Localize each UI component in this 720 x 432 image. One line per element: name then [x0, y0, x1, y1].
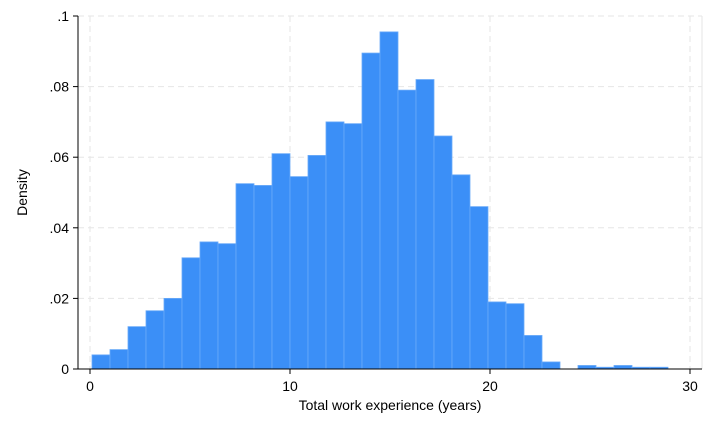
histogram-bar	[325, 121, 345, 370]
histogram-bar	[217, 243, 237, 370]
y-tick-label: 0	[61, 361, 69, 377]
histogram-bar	[343, 123, 363, 370]
histogram-bar	[307, 155, 327, 370]
histogram-bar	[379, 31, 399, 370]
histogram-bar	[577, 365, 597, 370]
histogram-bar	[469, 206, 489, 370]
y-tick-label: .06	[50, 149, 70, 165]
histogram-bar	[289, 176, 309, 370]
histogram-bars	[91, 31, 669, 370]
histogram-bar	[433, 135, 453, 370]
histogram-bar	[271, 153, 291, 370]
histogram-bar	[487, 301, 507, 370]
x-tick-label: 30	[682, 378, 698, 394]
x-tick-label: 20	[482, 378, 498, 394]
histogram-bar	[397, 89, 417, 370]
histogram-bar	[541, 361, 561, 370]
histogram-bar	[163, 297, 183, 370]
y-tick-label: .04	[50, 220, 70, 236]
x-tick-label: 0	[86, 378, 94, 394]
y-tick-label: .08	[50, 79, 70, 95]
axes	[77, 16, 702, 370]
tick-marks: 0 .02 .04 .06 .08 .1 0 10 20 30	[50, 8, 698, 394]
x-tick-label: 10	[282, 378, 298, 394]
histogram-bar	[613, 365, 633, 370]
histogram-bar	[181, 257, 201, 370]
histogram-bar	[127, 326, 147, 370]
histogram-bar	[361, 52, 381, 370]
y-tick-label: .1	[57, 8, 69, 24]
histogram-bar	[415, 79, 435, 370]
x-axis-title: Total work experience (years)	[299, 397, 482, 413]
histogram-bar	[523, 335, 543, 370]
histogram-bar	[505, 303, 525, 370]
y-tick-label: .02	[50, 290, 70, 306]
histogram-bar	[91, 354, 111, 370]
histogram-bar	[109, 349, 129, 370]
histogram-bar	[235, 183, 255, 370]
histogram-bar	[451, 174, 471, 370]
histogram-bar	[145, 310, 165, 370]
histogram-bar	[199, 241, 219, 370]
histogram-bar	[253, 185, 273, 370]
y-axis-title: Density	[14, 169, 30, 216]
